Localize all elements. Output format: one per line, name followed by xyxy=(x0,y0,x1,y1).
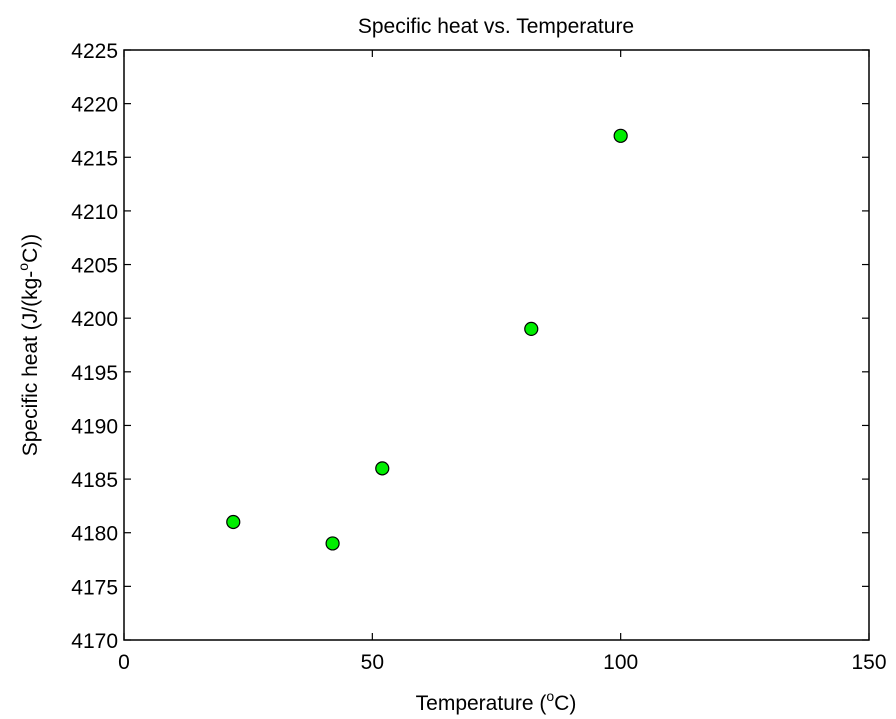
data-points xyxy=(226,128,628,551)
y-tick-label: 4200 xyxy=(71,308,118,331)
y-tick-label: 4170 xyxy=(71,630,118,653)
y-tick-label: 4175 xyxy=(71,576,118,599)
x-axis-ticks: 0 50 100 150 xyxy=(118,50,887,674)
chart-title: Specific heat vs. Temperature xyxy=(358,15,634,38)
y-tick-label: 4195 xyxy=(71,362,118,385)
data-point xyxy=(613,128,628,143)
y-axis-ticks: 4170 4175 4180 4185 4190 4195 4200 4205 4210 4215… xyxy=(71,40,869,653)
y-tick-label: 4210 xyxy=(71,201,118,224)
y-tick-label: 4190 xyxy=(71,415,118,438)
x-tick-label: 0 xyxy=(118,651,130,674)
x-axis-label: Temperature (oC) xyxy=(416,688,577,715)
x-tick-label: 100 xyxy=(603,651,638,674)
data-point xyxy=(226,514,241,530)
data-point xyxy=(325,536,340,551)
y-axis-label-pre: Specific heat (J/(kg- xyxy=(19,271,42,457)
y-axis-label-sup: o xyxy=(15,263,31,271)
x-tick-label: 150 xyxy=(851,651,886,674)
plot-axes xyxy=(123,49,870,641)
plot-area xyxy=(123,49,870,641)
y-tick-label: 4185 xyxy=(71,469,118,492)
y-tick-label: 4225 xyxy=(71,40,118,63)
x-axis-label-pre: Temperature ( xyxy=(416,692,547,715)
x-tick-label: 50 xyxy=(361,651,384,674)
y-tick-label: 4220 xyxy=(71,94,118,117)
y-tick-label: 4205 xyxy=(71,255,118,278)
y-tick-label: 4180 xyxy=(71,523,118,546)
data-point xyxy=(375,461,390,476)
x-axis-label-sup: o xyxy=(546,688,554,704)
y-axis-label: Specific heat (J/(kg-oC)) xyxy=(15,234,42,457)
y-tick-label: 4215 xyxy=(71,147,118,170)
y-axis-label-post: C)) xyxy=(19,234,42,263)
data-point xyxy=(524,321,539,337)
x-axis-label-post: C) xyxy=(554,692,576,715)
